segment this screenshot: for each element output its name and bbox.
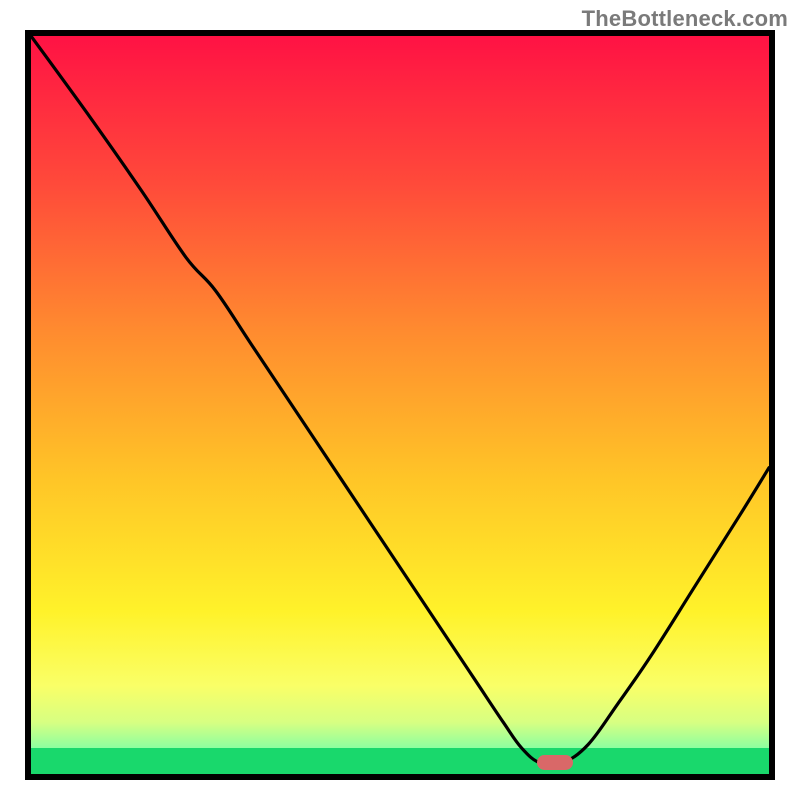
plot-area xyxy=(31,36,769,774)
curve-line xyxy=(31,36,769,774)
watermark: TheBottleneck.com xyxy=(582,6,788,32)
optimal-marker xyxy=(537,755,573,770)
